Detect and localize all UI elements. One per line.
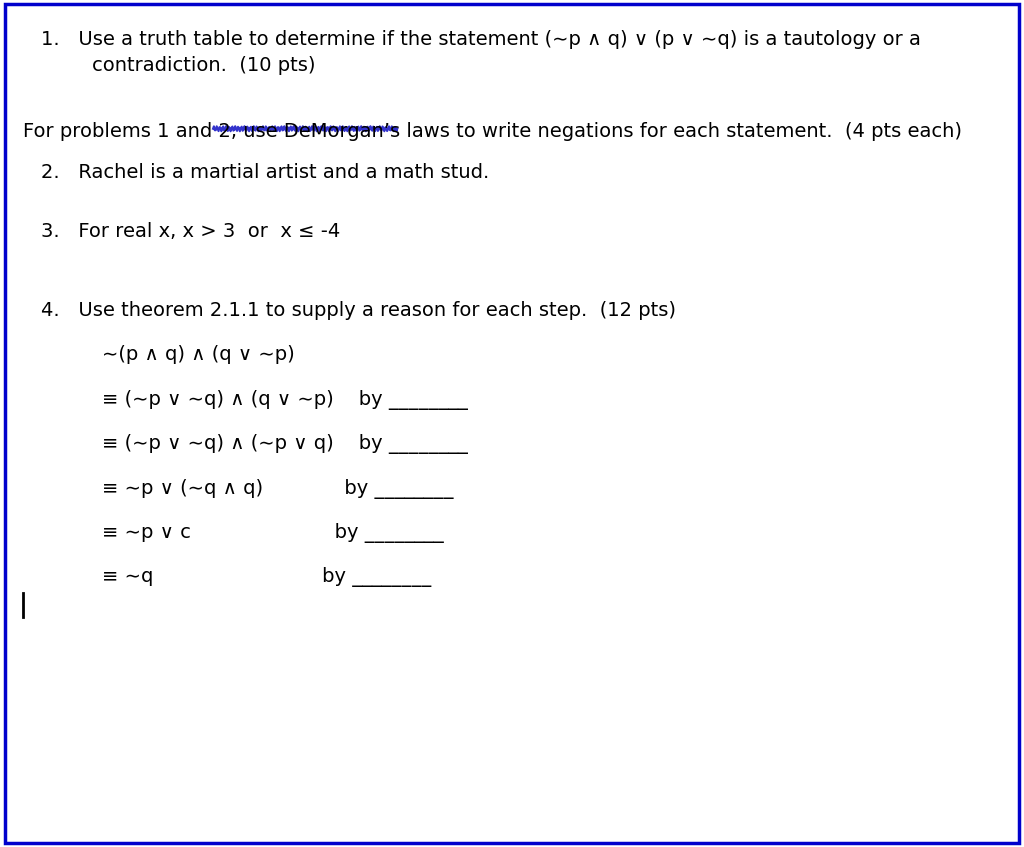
Text: ≡ (∼p ∨ ∼q) ∧ (q ∨ ∼p)    by ________: ≡ (∼p ∨ ∼q) ∧ (q ∨ ∼p) by ________ [102,390,468,410]
Text: 4.   Use theorem 2.1.1 to supply a reason for each step.  (12 pts): 4. Use theorem 2.1.1 to supply a reason … [41,301,676,319]
Text: ≡ ∼p ∨ c                       by ________: ≡ ∼p ∨ c by ________ [102,523,444,543]
Text: 1.   Use a truth table to determine if the statement (∼p ∧ q) ∨ (p ∨ ∼q) is a ta: 1. Use a truth table to determine if the… [41,30,921,49]
Text: For problems 1 and 2, use DeMorgan’s laws to write negations for each statement.: For problems 1 and 2, use DeMorgan’s law… [23,122,962,141]
Text: ≡ ∼p ∨ (∼q ∧ q)             by ________: ≡ ∼p ∨ (∼q ∧ q) by ________ [102,479,454,499]
Text: ∼(p ∧ q) ∧ (q ∨ ∼p): ∼(p ∧ q) ∧ (q ∨ ∼p) [102,345,295,363]
Text: 2.   Rachel is a martial artist and a math stud.: 2. Rachel is a martial artist and a math… [41,163,489,181]
Text: 3.   For real x, x > 3  or  x ≤ -4: 3. For real x, x > 3 or x ≤ -4 [41,222,340,241]
Text: ≡ ∼q                           by ________: ≡ ∼q by ________ [102,567,432,588]
Text: ≡ (∼p ∨ ∼q) ∧ (∼p ∨ q)    by ________: ≡ (∼p ∨ ∼q) ∧ (∼p ∨ q) by ________ [102,434,468,454]
Text: contradiction.  (10 pts): contradiction. (10 pts) [92,56,315,75]
